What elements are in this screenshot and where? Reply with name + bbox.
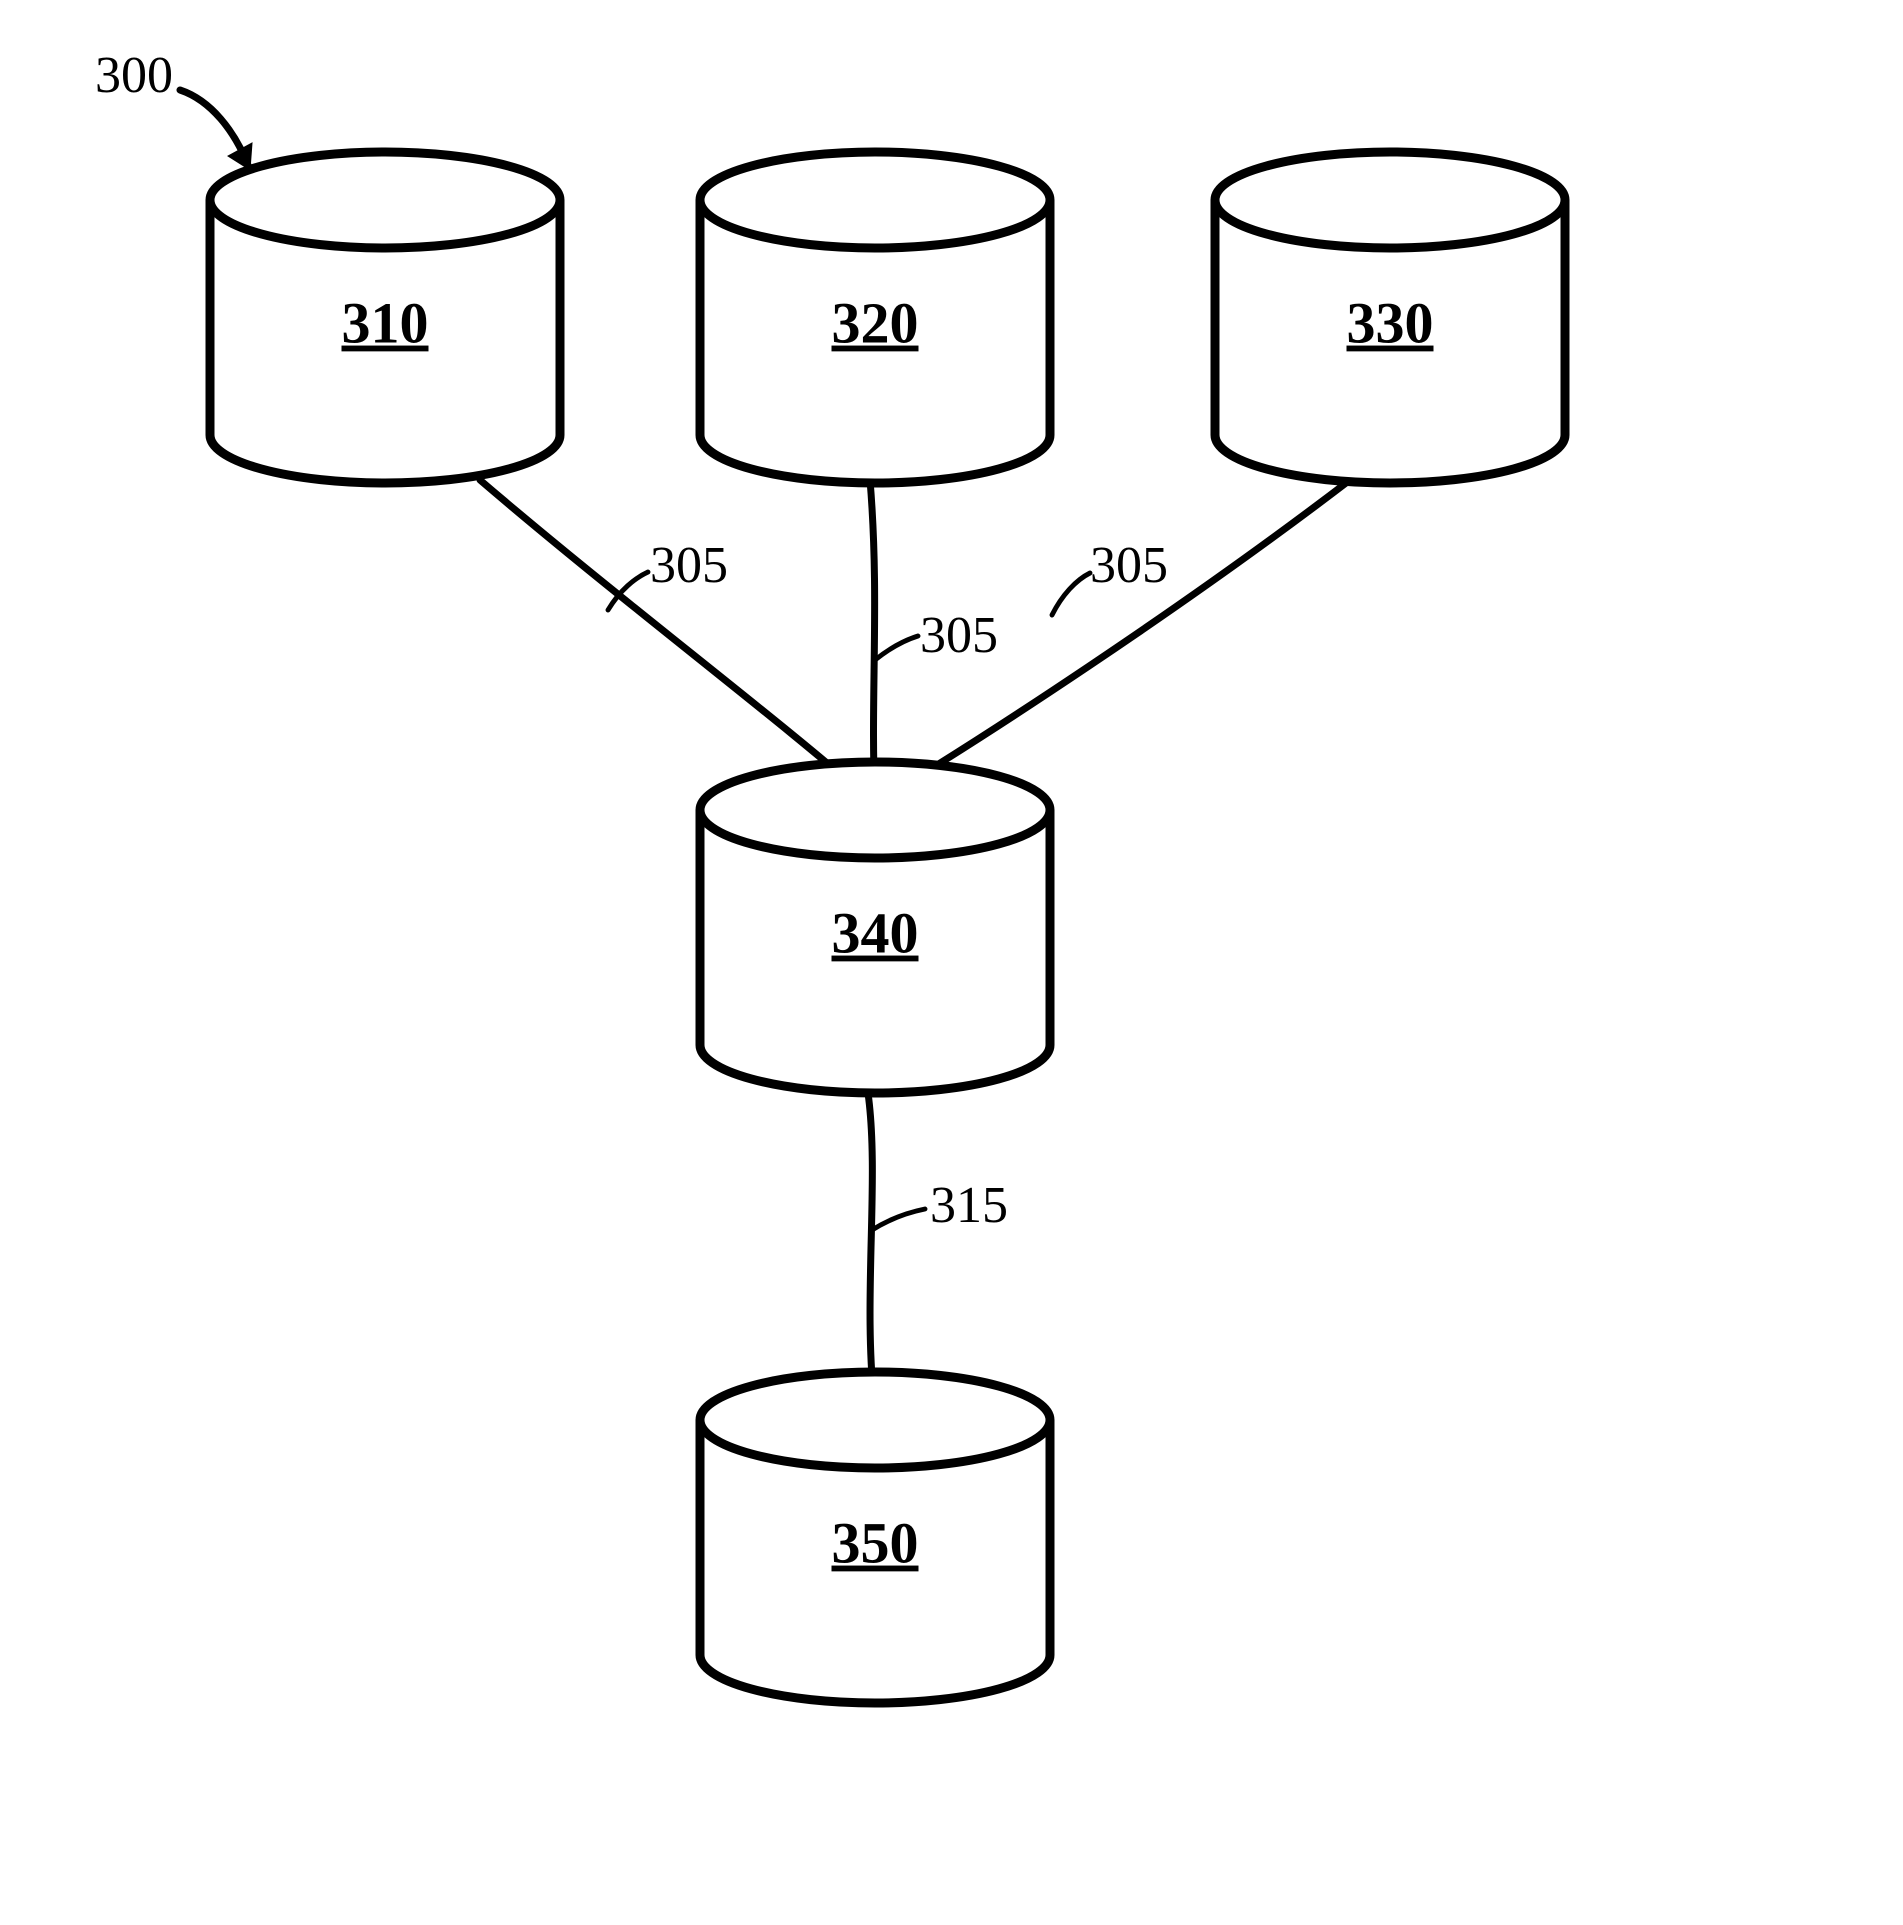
node-label-350: 350 (832, 1511, 919, 1576)
diagram-canvas: 305 305 305 315 310 320 330 340 350 300 (0, 0, 1903, 1925)
edge-label: 305 (920, 607, 998, 664)
figure-ref: 300 (95, 47, 252, 170)
edge-label: 305 (1090, 537, 1168, 594)
nodes-group: 310 320 330 340 350 (210, 152, 1565, 1703)
edge-320-340 (870, 480, 875, 800)
node-label-340: 340 (832, 901, 919, 966)
edge-310-340 (480, 480, 870, 800)
edge-label: 305 (650, 537, 728, 594)
node-label-330: 330 (1347, 291, 1434, 356)
edge-tick (875, 636, 918, 660)
edge-label: 315 (930, 1177, 1008, 1234)
figure-ref-label: 300 (95, 47, 173, 104)
edge-340-350 (868, 1093, 875, 1410)
node-label-320: 320 (832, 291, 919, 356)
node-label-310: 310 (342, 291, 429, 356)
edge-tick (1052, 573, 1090, 615)
edge-tick (872, 1209, 925, 1230)
